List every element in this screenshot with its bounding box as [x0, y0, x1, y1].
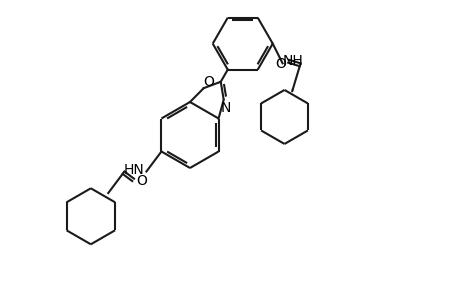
Text: O: O: [203, 75, 213, 89]
Text: N: N: [220, 101, 230, 115]
Text: O: O: [275, 57, 286, 71]
Text: O: O: [136, 174, 147, 188]
Text: NH: NH: [282, 54, 302, 68]
Text: HN: HN: [124, 163, 145, 176]
